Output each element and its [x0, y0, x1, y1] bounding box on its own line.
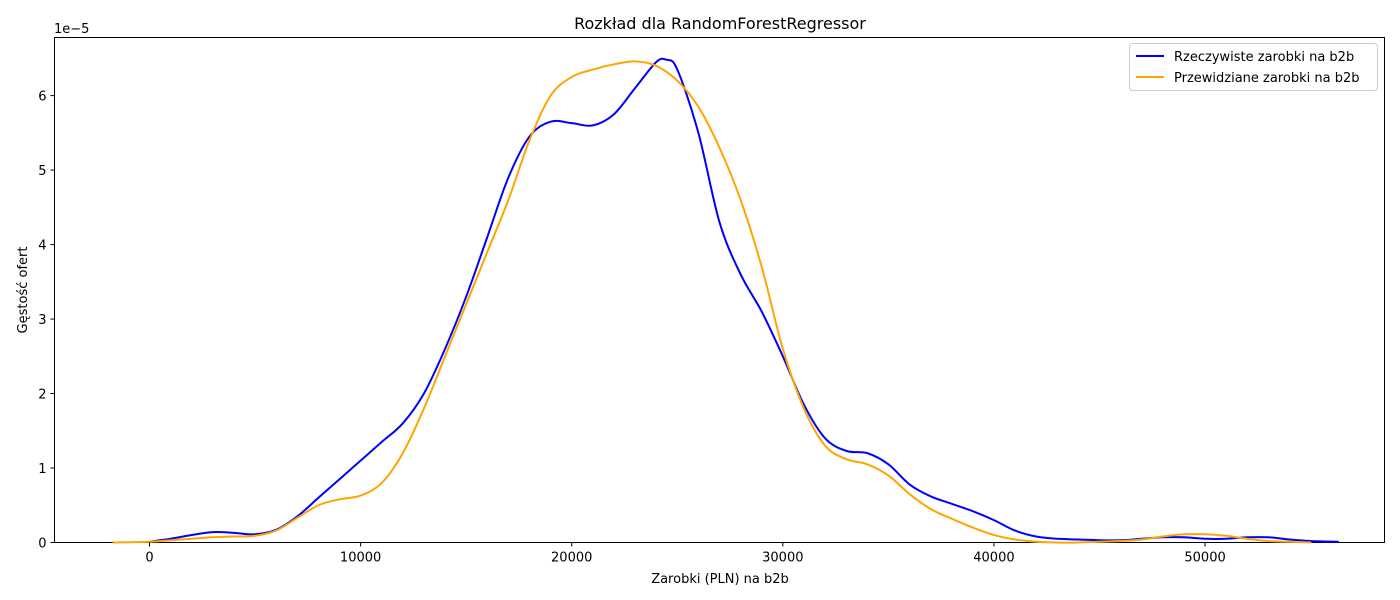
x-tick-label: 40000 [973, 551, 1014, 566]
x-tick-label: 20000 [551, 551, 592, 566]
legend-box [1129, 43, 1378, 91]
series-line-1 [112, 60, 1312, 544]
y-axis-label: Gęstość ofert [16, 247, 31, 334]
x-axis: 0 10000 20000 30000 40000 50000 [145, 542, 1226, 566]
plot-frame [54, 37, 1385, 543]
plot-area [54, 37, 1385, 544]
x-tick-label: 50000 [1184, 551, 1225, 566]
chart-title: Rozkład dla RandomForestRegressor [574, 14, 866, 33]
y-tick-label: 2 [38, 388, 46, 403]
y-tick-label: 1 [38, 462, 46, 477]
y-offset-text: 1e−5 [54, 22, 89, 37]
y-tick-label: 3 [38, 313, 46, 328]
x-axis-label: Zarobki (PLN) na b2b [651, 572, 789, 587]
x-tick-label: 0 [145, 551, 153, 566]
x-tick-label: 30000 [762, 551, 803, 566]
x-tick-label: 10000 [340, 551, 381, 566]
y-tick-label: 0 [38, 537, 46, 552]
legend-label-actual: Rzeczywiste zarobki na b2b [1174, 50, 1354, 65]
legend-label-predicted: Przewidziane zarobki na b2b [1174, 71, 1360, 86]
y-tick-label: 6 [38, 90, 46, 105]
legend: Rzeczywiste zarobki na b2b Przewidziane … [1129, 43, 1378, 91]
y-axis: 0 1 2 3 4 5 6 [38, 90, 55, 552]
y-tick-label: 5 [38, 164, 46, 179]
series-layer [112, 57, 1340, 544]
y-tick-label: 4 [38, 239, 46, 254]
